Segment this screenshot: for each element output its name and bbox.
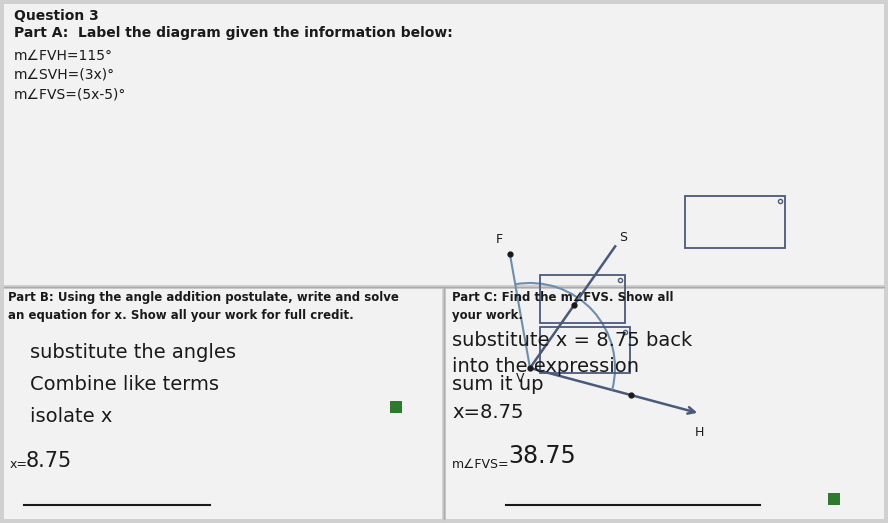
FancyBboxPatch shape [4,4,884,285]
Text: substitute the angles: substitute the angles [30,343,236,362]
Text: Part A:  Label the diagram given the information below:: Part A: Label the diagram given the info… [14,26,453,40]
Text: 8.75: 8.75 [26,451,72,471]
Bar [540,327,630,373]
Text: m∠FVS=(5x-5)°: m∠FVS=(5x-5)° [14,87,126,101]
Text: 38.75: 38.75 [508,444,575,468]
Bar [685,196,785,248]
Text: F: F [496,233,503,246]
Text: Part C: Find the m∠FVS. Show all
your work.: Part C: Find the m∠FVS. Show all your wo… [452,291,673,322]
FancyBboxPatch shape [446,289,884,519]
Text: H: H [695,426,704,439]
Text: Combine like terms: Combine like terms [30,375,219,394]
FancyBboxPatch shape [4,289,442,519]
Text: Question 3: Question 3 [14,9,99,23]
Text: Part B: Using the angle addition postulate, write and solve
an equation for x. S: Part B: Using the angle addition postula… [8,291,399,322]
Text: isolate x: isolate x [30,407,113,426]
Text: substitute x = 8.75 back
into the expression: substitute x = 8.75 back into the expres… [452,331,693,377]
Text: V: V [516,372,525,385]
Text: x=: x= [10,458,28,471]
Text: S: S [619,231,627,244]
Bar [828,493,840,505]
Text: sum it up: sum it up [452,375,543,394]
Bar [540,275,625,323]
Bar [390,401,402,413]
Text: m∠FVS=: m∠FVS= [452,458,510,471]
Text: m∠FVH=115°: m∠FVH=115° [14,49,113,63]
Text: x=8.75: x=8.75 [452,403,524,422]
Text: m∠SVH=(3x)°: m∠SVH=(3x)° [14,68,115,82]
